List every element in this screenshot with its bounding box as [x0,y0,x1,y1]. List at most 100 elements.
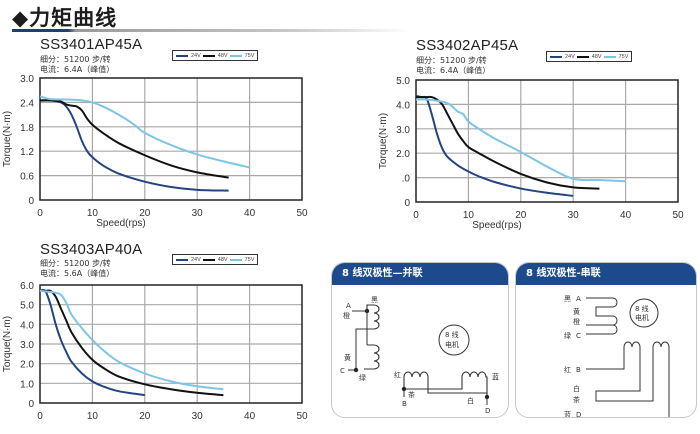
terminal-b-label: B [576,366,581,374]
y-tick-label: 4.0 [396,100,410,111]
terminal-b-label: B [402,400,407,408]
wiring-series-diagram: 黑 A 黄 橙 绿 C 8 线 电机 红 B 白 茶 蓝 D [564,295,670,417]
wire-brown-label: 茶 [408,390,415,399]
legend-label-48v: 48V [217,52,228,59]
legend-swatch-48v [576,55,589,58]
wire-blue-label: 蓝 [492,372,499,381]
x-tick-label: 40 [620,210,632,221]
x-tick-label: 10 [463,210,475,221]
legend-label-48v: 48V [591,53,602,60]
wire-red-label: 红 [394,370,401,379]
motor-label-line1: 8 线 [445,330,459,339]
chart1-spec-current: 电流：6.4A（峰值） [40,65,115,74]
legend-label-75v: 75V [244,256,255,263]
x-tick-label: 10 [87,208,99,219]
legend-swatch-75v [603,55,616,58]
series-line-48v [416,95,600,190]
wire-black-label: 黑 [371,296,378,304]
legend-label-75v: 75V [618,53,629,60]
y-tick-label: 3.0 [20,340,34,351]
plot-frame [39,284,303,404]
legend-swatch-24v [176,258,188,261]
title-divider [12,29,412,32]
legend-label-24v: 24V [565,53,575,60]
terminal-d-label: D [485,407,490,415]
y-tick-label: 1.8 [20,123,34,134]
wire-yellow-label: 黄 [573,307,580,316]
x-tick-label: 0 [37,208,43,219]
y-tick-label: 4.0 [20,320,34,331]
legend-swatch-48v [202,54,215,57]
motor-label-line1: 8 线 [635,304,649,313]
wiring-parallel-diagram: A 橙 黑 黄 C 绿 8 线 电机 红 [340,296,499,415]
series-line-24v [39,288,145,397]
x-tick-label: 40 [244,411,256,422]
terminal-d-label: D [576,411,581,417]
y-axis-label: Torque(N·m) [378,113,389,169]
wire-brown-label: 茶 [573,395,580,404]
y-tick-label: 0 [404,198,410,209]
x-tick-label: 30 [568,210,580,221]
terminal-a-label: A [576,295,581,303]
wiring-parallel-panel: 8 线双极性—并联 A 橙 黑 黄 C 绿 8 线 电机 红 [331,262,509,418]
chart1-spec-microstep: 细分：51200 步/转 [40,55,111,64]
legend-label-48v: 48V [217,256,228,263]
chart3-model: SS3403AP40A [40,241,143,258]
terminal-c-label: C [340,367,345,375]
legend-label-24v: 24V [191,256,201,263]
wire-black-label: 黑 [564,295,571,303]
y-tick-label: 1.2 [20,147,34,158]
x-tick-label: 30 [192,208,204,219]
section-title: ◆力矩曲线 [12,6,118,30]
legend-label-75v: 75V [244,52,255,59]
y-tick-label: 1.0 [20,379,34,390]
y-tick-label: 2.0 [396,149,410,160]
x-tick-label: 0 [413,210,419,221]
chart3-spec-microstep: 细分：51200 步/转 [40,259,111,268]
y-tick-label: 3.0 [396,125,410,136]
wiring-series-title: 8 线双极性-串联 [516,263,696,285]
legend-label-24v: 24V [191,52,201,59]
chart3-legend: 24V 48V 75V [172,254,259,265]
legend-swatch-48v [202,258,215,261]
chart2-spec-microstep: 细分：51200 步/转 [416,56,487,65]
chart-ss3402ap45a: 0 .0 2.0 3.0 4.0 5.0 0 10 20 30 40 50 Speed(rps) Torq… [378,76,684,231]
chart-ss3403ap40a: 0 1.0 2.0 3.0 4.0 5.0 6.0 0 10 20 30 40 50 Torque(N·m… [2,281,308,422]
x-tick-label: 20 [139,208,151,219]
motor-label-line2: 电机 [635,313,649,322]
x-tick-label: 40 [244,208,256,219]
y-tick-label: 2.4 [20,98,34,109]
y-tick-label: .0 [402,174,411,185]
series-line-75v [39,289,224,391]
wire-yellow-label: 黄 [344,353,351,362]
x-tick-label: 50 [296,411,308,422]
y-axis-label: Torque(N·m) [2,111,13,167]
y-tick-label: 3.0 [20,74,34,85]
wire-blue-label: 蓝 [564,410,571,417]
chart1-model: SS3401AP45A [40,36,143,53]
series-line-75v [415,98,626,183]
series-line-24v [415,94,574,197]
x-axis-label: Speed(rps) [96,218,145,229]
wire-green-label: 绿 [359,373,366,382]
chart2-legend: 24V 48V 75V [546,51,633,62]
chart3-spec-current: 电流：5.6A（峰值） [40,269,115,278]
wire-green-label: 绿 [564,331,571,340]
wire-orange-label: 橙 [343,311,350,320]
plot-frame [39,77,303,201]
wiring-parallel-title: 8 线双极性—并联 [332,263,508,285]
terminal-a-label: A [346,302,351,310]
series-line-24v [39,99,229,192]
wiring-series-panel: 8 线双极性-串联 黑 A 黄 橙 绿 C 8 线 电机 红 B 白 茶 蓝 D [515,262,697,418]
chart2-spec-current: 电流：6.4A（峰值） [416,66,491,75]
chart-ss3401ap45a: 0 0.6 1.2 1.8 2.4 3.0 0 10 20 30 40 50 Speed(rps) Tor… [2,74,308,229]
motor-label-line2: 电机 [445,340,459,349]
x-tick-label: 10 [87,411,99,422]
legend-swatch-75v [229,258,242,261]
x-axis-label: Speed(rps) [472,220,521,231]
y-tick-label: 0.6 [20,172,34,183]
y-axis-label: Torque(N·m) [2,316,13,372]
y-tick-label: 6.0 [20,281,34,292]
x-tick-label: 0 [37,411,43,422]
x-tick-label: 20 [139,411,151,422]
